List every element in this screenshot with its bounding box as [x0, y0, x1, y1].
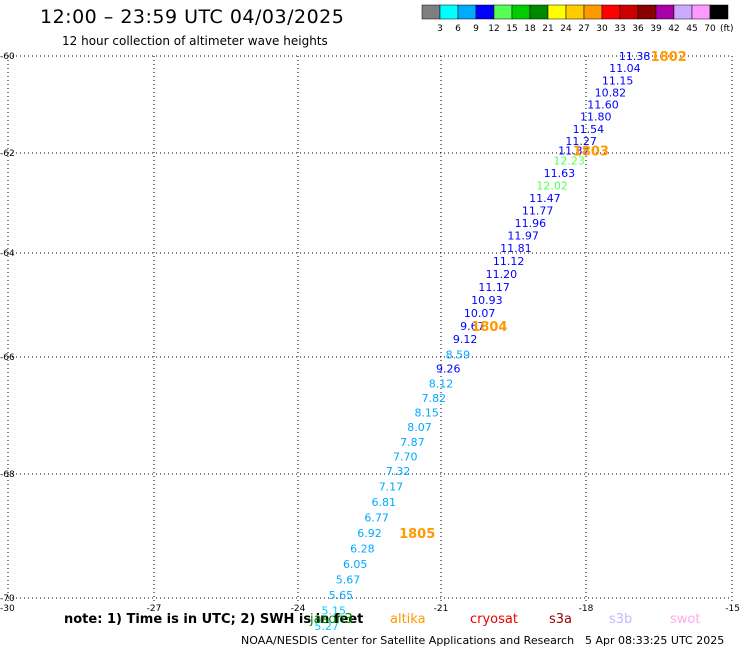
wave-height-point: 6.28	[350, 542, 375, 555]
legend-altika: altika	[390, 612, 426, 627]
wave-height-point: 8.59	[446, 348, 471, 361]
wave-height-point: 11.38	[619, 50, 651, 63]
wave-height-point: 11.60	[587, 99, 619, 112]
colorbar-unit: (ft)	[720, 24, 734, 34]
wave-height-point: 8.15	[414, 407, 439, 420]
wave-height-point: 10.07	[464, 307, 496, 320]
colorbar-tick: 24	[560, 24, 572, 34]
colorbar-tick: 70	[704, 24, 716, 34]
colorbar-tick: 33	[614, 24, 625, 34]
wave-height-point: 6.77	[364, 511, 389, 524]
wave-height-point: 11.96	[515, 217, 547, 230]
timestamp-text: 5 Apr 08:33:25 UTC 2025	[585, 634, 725, 647]
wave-height-point: 11.54	[573, 123, 605, 136]
wave-height-point: 9.12	[453, 333, 478, 346]
y-tick-label: -70	[0, 594, 15, 604]
wave-height-point: 10.93	[471, 294, 503, 307]
wave-height-point: 5.15	[322, 604, 347, 617]
colorbar-tick: 36	[632, 24, 644, 34]
colorbar-tick: 30	[596, 24, 608, 34]
wave-height-point: 5.27	[314, 620, 339, 633]
wave-height-point: 7.82	[422, 392, 447, 405]
x-tick-label: -21	[434, 604, 449, 614]
chart-subtitle: 12 hour collection of altimeter wave hei…	[62, 34, 328, 48]
colorbar-tick: 15	[506, 24, 517, 34]
wave-height-point: 11.97	[507, 230, 539, 243]
y-tick-label: -60	[0, 52, 15, 62]
colorbar-tick: 6	[455, 24, 461, 34]
chart-title: 12:00 – 23:59 UTC 04/03/2025	[40, 6, 345, 28]
wave-height-point: 12.23	[553, 155, 585, 168]
wave-height-colorbar: 3 6 9 12 15 18 21 24 27 30 33 36 39 42 45 70 (ft)	[421, 4, 734, 34]
wave-height-point: 7.32	[386, 465, 411, 478]
pass-time-label: 1803	[573, 145, 609, 160]
wave-height-point: 9.26	[436, 363, 461, 376]
legend-jason3: jason3	[310, 612, 353, 627]
wave-height-point: 11.04	[609, 62, 641, 75]
wave-height-point: 11.81	[500, 242, 532, 255]
y-tick-label: -62	[0, 149, 15, 159]
wave-height-point: 11.20	[486, 268, 518, 281]
wave-height-point: 5.67	[336, 573, 361, 586]
wave-height-point: 11.12	[493, 255, 525, 268]
wave-height-point: 11.47	[529, 192, 561, 205]
wave-height-point: 6.81	[372, 496, 397, 509]
wave-height-point: 8.07	[407, 421, 432, 434]
x-tick-label: -18	[579, 604, 594, 614]
x-tick-label: -24	[291, 604, 306, 614]
y-tick-label: -66	[0, 353, 15, 363]
wave-height-point: 11.15	[602, 74, 634, 87]
wave-height-point: 10.82	[595, 86, 627, 99]
wave-height-point: 12.02	[536, 180, 568, 193]
colorbar-swatch	[709, 4, 729, 20]
credit-text: NOAA/NESDIS Center for Satellite Applica…	[241, 634, 575, 647]
x-tick-label: -27	[147, 604, 162, 614]
wave-height-point: 11.80	[580, 111, 612, 124]
legend-swot: swot	[670, 612, 701, 627]
pass-time-label: 1804	[471, 320, 507, 335]
colorbar-tick: 18	[524, 24, 536, 34]
colorbar-tick: 3	[437, 24, 443, 34]
wave-height-point: 11.17	[478, 281, 510, 294]
x-tick-label: -15	[725, 604, 740, 614]
footer-note: note: 1) Time is in UTC; 2) SWH is in fe…	[64, 612, 364, 627]
colorbar-tick: 12	[488, 24, 499, 34]
pass-time-label: 1805	[399, 527, 435, 542]
pass-time-label: 1802	[651, 50, 687, 65]
colorbar-tick: 9	[473, 24, 479, 34]
wave-height-point: 6.05	[343, 558, 368, 571]
legend-s3b: s3b	[609, 612, 633, 627]
colorbar-tick: 27	[578, 24, 589, 34]
wave-height-point: 9.67	[460, 320, 485, 333]
x-tick-label: -30	[0, 604, 15, 614]
wave-height-point: 11.63	[544, 167, 576, 180]
colorbar-tick: 45	[686, 24, 697, 34]
y-tick-label: -64	[0, 249, 15, 259]
wave-height-point: 11.27	[565, 135, 597, 148]
wave-height-point: 6.92	[357, 527, 382, 540]
colorbar-tick: 21	[542, 24, 553, 34]
wave-height-point: 11.37	[558, 145, 590, 158]
wave-height-point: 7.70	[393, 450, 418, 463]
wave-height-point: 8.12	[429, 377, 454, 390]
wave-height-point: 7.87	[400, 436, 425, 449]
legend-cryosat: cryosat	[470, 612, 518, 627]
legend-s3a: s3a	[549, 612, 573, 627]
y-tick-label: -68	[0, 470, 15, 480]
wave-height-point: 5.65	[329, 589, 354, 602]
wave-height-point: 7.17	[379, 480, 404, 493]
wave-height-point: 11.77	[522, 205, 554, 218]
colorbar-tick: 42	[668, 24, 679, 34]
colorbar-tick: 39	[650, 24, 662, 34]
